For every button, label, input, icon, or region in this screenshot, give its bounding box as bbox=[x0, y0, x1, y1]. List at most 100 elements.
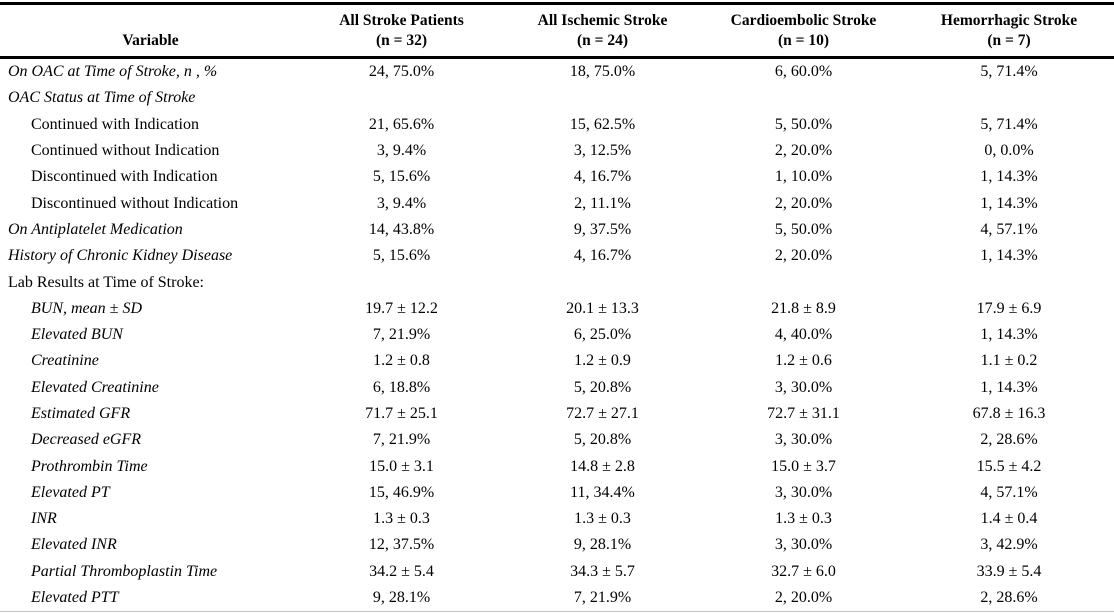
column-n: (n = 10) bbox=[777, 32, 830, 49]
value-cell: 1.2 ± 0.8 bbox=[373, 352, 430, 370]
value-cell: 5, 20.8% bbox=[573, 431, 632, 449]
value-cell bbox=[904, 85, 1114, 111]
row-label: Creatinine bbox=[31, 352, 99, 370]
value-cell bbox=[703, 85, 904, 111]
table-row: Discontinued with Indication 5, 15.6% 4, 1… bbox=[0, 164, 1114, 190]
value-cell: 2, 20.0% bbox=[774, 247, 833, 265]
table-row: Elevated Creatinine 6, 18.8% 5, 20.8% 3, 30… bbox=[0, 375, 1114, 401]
row-label: Prothrombin Time bbox=[31, 457, 148, 475]
table-row: On Antiplatelet Medication 14, 43.8% 9, 37… bbox=[0, 217, 1114, 243]
row-label: Elevated Creatinine bbox=[31, 378, 159, 396]
table-row: Continued with Indication 21, 65.6% 15, 62… bbox=[0, 112, 1114, 138]
value-cell: 17.9 ± 6.9 bbox=[976, 299, 1042, 317]
column-header-ischemic: All Ischemic Stroke (n = 24) bbox=[502, 3, 703, 59]
row-label: Continued without Indication bbox=[31, 142, 220, 160]
table-row: On OAC at Time of Stroke, n , % 24, 75.0%… bbox=[0, 58, 1114, 86]
value-cell: 33.9 ± 5.4 bbox=[976, 562, 1042, 580]
table-row: Decreased eGFR 7, 21.9% 5, 20.8% 3, 30.0% 2,… bbox=[0, 427, 1114, 453]
value-cell: 5, 50.0% bbox=[774, 220, 833, 238]
column-title: Hemorrhagic Stroke bbox=[940, 12, 1078, 29]
row-label: BUN, mean ± SD bbox=[31, 299, 142, 317]
table-row: Elevated PTT 9, 28.1% 7, 21.9% 2, 20.0% 2, 2… bbox=[0, 585, 1114, 612]
value-cell: 12, 37.5% bbox=[368, 536, 435, 554]
value-cell: 2, 20.0% bbox=[774, 194, 833, 212]
value-cell: 15.0 ± 3.1 bbox=[369, 457, 434, 475]
column-n: (n = 7) bbox=[987, 32, 1031, 49]
column-header-all-stroke: All Stroke Patients (n = 32) bbox=[301, 3, 502, 59]
row-label: History of Chronic Kidney Disease bbox=[8, 247, 233, 265]
column-header-variable-label: Variable bbox=[122, 32, 179, 49]
value-cell: 1.4 ± 0.4 bbox=[980, 510, 1038, 528]
value-cell: 32.7 ± 6.0 bbox=[771, 562, 836, 580]
value-cell: 5, 71.4% bbox=[980, 115, 1038, 133]
table-row: Continued without Indication 3, 9.4% 3, 12… bbox=[0, 138, 1114, 164]
value-cell: 3, 9.4% bbox=[376, 142, 427, 160]
value-cell: 4, 57.1% bbox=[980, 220, 1038, 238]
table-row: BUN, mean ± SD 19.7 ± 12.2 20.1 ± 13.3 21.8… bbox=[0, 296, 1114, 322]
column-header-cardioembolic: Cardioembolic Stroke (n = 10) bbox=[703, 3, 904, 59]
value-cell: 5, 20.8% bbox=[573, 378, 632, 396]
value-cell: 6, 25.0% bbox=[573, 326, 632, 344]
value-cell: 1, 14.3% bbox=[980, 247, 1038, 265]
column-n: (n = 32) bbox=[375, 32, 428, 49]
row-label: Estimated GFR bbox=[31, 405, 131, 422]
table-header: Variable All Stroke Patients (n = 32) Al… bbox=[0, 3, 1114, 59]
value-cell: 9, 37.5% bbox=[573, 220, 632, 238]
value-cell: 11, 34.4% bbox=[570, 483, 635, 501]
table-row: Estimated GFR 71.7 ± 25.1 72.7 ± 27.1 72.7 … bbox=[0, 401, 1114, 427]
value-cell: 2, 20.0% bbox=[774, 142, 833, 160]
value-cell: 14.8 ± 2.8 bbox=[570, 457, 635, 475]
value-cell: 1, 14.3% bbox=[980, 378, 1038, 396]
value-cell: 67.8 ± 16.3 bbox=[972, 405, 1046, 422]
value-cell: 5, 15.6% bbox=[372, 168, 431, 186]
header-row: Variable All Stroke Patients (n = 32) Al… bbox=[0, 3, 1114, 59]
value-cell: 3, 9.4% bbox=[376, 194, 427, 212]
table-row: Elevated INR 12, 37.5% 9, 28.1% 3, 30.0% 3, … bbox=[0, 532, 1114, 558]
value-cell: 24, 75.0% bbox=[368, 63, 435, 81]
value-cell: 21.8 ± 8.9 bbox=[771, 299, 836, 317]
value-cell: 71.7 ± 25.1 bbox=[365, 405, 438, 422]
value-cell bbox=[502, 269, 703, 295]
value-cell: 1.2 ± 0.6 bbox=[775, 352, 832, 370]
value-cell: 2, 20.0% bbox=[774, 589, 833, 607]
value-cell: 1, 14.3% bbox=[980, 194, 1038, 212]
value-cell: 2, 28.6% bbox=[980, 589, 1038, 607]
row-label: OAC Status at Time of Stroke bbox=[8, 89, 196, 107]
value-cell bbox=[904, 269, 1114, 295]
row-label: Discontinued with Indication bbox=[31, 168, 218, 186]
value-cell bbox=[502, 85, 703, 111]
value-cell: 3, 12.5% bbox=[573, 142, 632, 160]
table-row: Prothrombin Time 15.0 ± 3.1 14.8 ± 2.8 15.0… bbox=[0, 453, 1114, 479]
table-row: INR 1.3 ± 0.3 1.3 ± 0.3 1.3 ± 0.3 1.4 ± 0.4 bbox=[0, 506, 1114, 532]
value-cell: 1.3 ± 0.3 bbox=[775, 510, 832, 528]
value-cell bbox=[703, 269, 904, 295]
value-cell: 1.3 ± 0.3 bbox=[574, 510, 631, 528]
value-cell: 21, 65.6% bbox=[368, 115, 435, 133]
table-row: Creatinine 1.2 ± 0.8 1.2 ± 0.9 1.2 ± 0.6 1.1… bbox=[0, 348, 1114, 374]
value-cell: 1, 10.0% bbox=[774, 168, 833, 186]
value-cell: 1, 14.3% bbox=[980, 168, 1038, 186]
value-cell: 72.7 ± 31.1 bbox=[767, 405, 840, 422]
row-label: Continued with Indication bbox=[31, 115, 199, 133]
value-cell: 19.7 ± 12.2 bbox=[365, 299, 438, 317]
value-cell: 7, 21.9% bbox=[372, 326, 431, 344]
value-cell: 4, 16.7% bbox=[573, 247, 632, 265]
table-row: Discontinued without Indication 3, 9.4% 2,… bbox=[0, 190, 1114, 216]
value-cell: 1, 14.3% bbox=[980, 326, 1038, 344]
value-cell: 4, 40.0% bbox=[774, 326, 833, 344]
value-cell: 5, 15.6% bbox=[372, 247, 431, 265]
value-cell: 2, 11.1% bbox=[574, 194, 631, 212]
row-label: Discontinued without Indication bbox=[31, 194, 239, 212]
value-cell: 9, 28.1% bbox=[573, 536, 632, 554]
value-cell bbox=[301, 269, 502, 295]
column-header-variable: Variable bbox=[0, 3, 301, 59]
row-label: Elevated BUN bbox=[31, 326, 123, 344]
value-cell: 1.2 ± 0.9 bbox=[574, 352, 631, 370]
row-label: Elevated PTT bbox=[31, 589, 119, 607]
table-row: OAC Status at Time of Stroke bbox=[0, 85, 1114, 111]
value-cell: 3, 42.9% bbox=[980, 536, 1038, 554]
row-label: Partial Thromboplastin Time bbox=[31, 562, 218, 580]
column-n: (n = 24) bbox=[576, 32, 629, 49]
